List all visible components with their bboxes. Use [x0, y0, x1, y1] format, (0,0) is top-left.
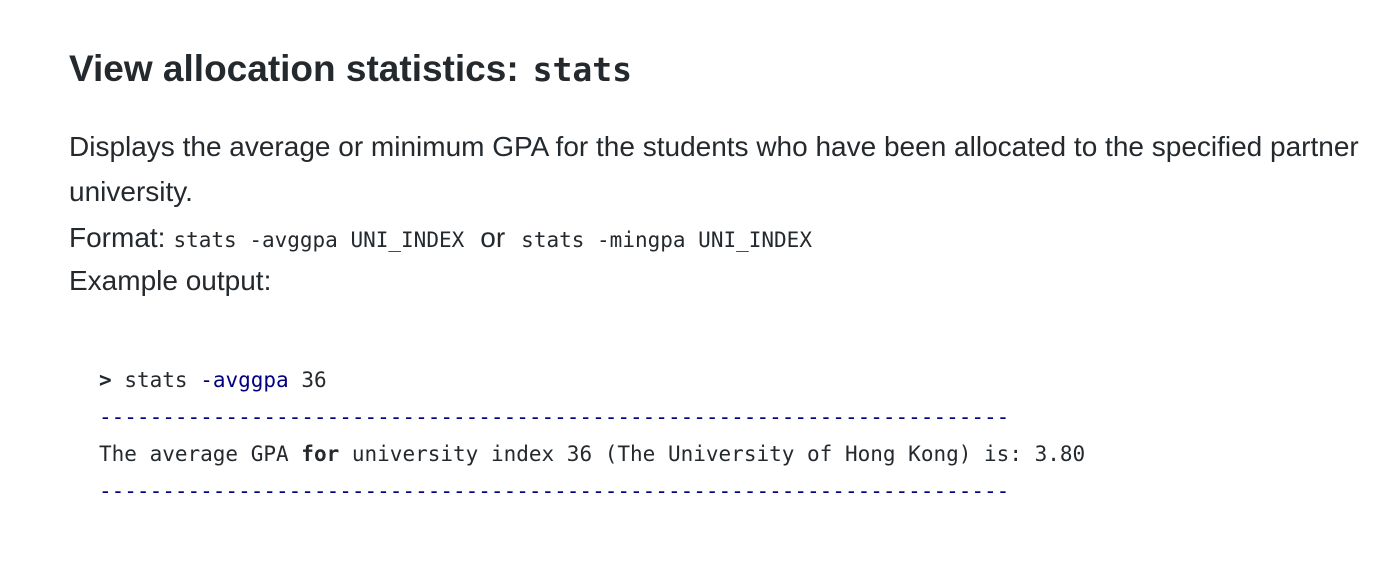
code-arg: 36 [301, 368, 327, 392]
code-output-line: The average GPA for university index 36 … [99, 436, 1085, 473]
example-code-block: > stats -avggpa 36 ----------------------… [99, 362, 1085, 510]
prompt-symbol: > [99, 368, 112, 392]
format-label: Format: [69, 222, 166, 253]
output-post: university index 36 (The University of H… [339, 442, 1086, 466]
format-avg-code: stats -avggpa UNI_INDEX [173, 228, 465, 252]
section-heading: View allocation statistics: stats [69, 46, 632, 93]
heading-command: stats [532, 50, 632, 89]
code-command-line: > stats -avggpa 36 [99, 362, 1085, 399]
heading-text: View allocation statistics: [69, 48, 519, 89]
example-output-label: Example output: [69, 265, 272, 296]
format-line: Format: stats -avggpa UNI_INDEX or stats -m… [69, 216, 812, 262]
output-keyword: for [301, 442, 340, 466]
code-flag: -avggpa [200, 368, 289, 392]
separator-top: ----------------------------------------… [99, 405, 1010, 429]
separator-bottom: ----------------------------------------… [99, 479, 1010, 503]
code-command: stats [124, 368, 188, 392]
description-paragraph: Displays the average or minimum GPA for … [69, 131, 1359, 207]
format-or-text: or [480, 222, 506, 253]
output-pre: The average GPA [99, 442, 302, 466]
format-min-code: stats -mingpa UNI_INDEX [521, 228, 812, 252]
